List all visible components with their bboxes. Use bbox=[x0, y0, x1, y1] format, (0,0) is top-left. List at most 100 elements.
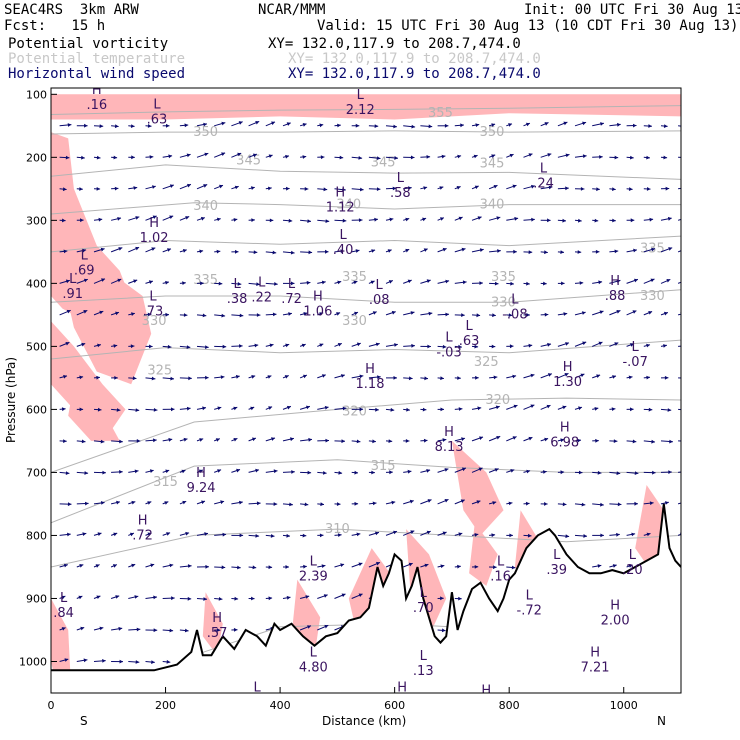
wind-vector-236 bbox=[282, 437, 295, 442]
wind-vector-30 bbox=[76, 501, 89, 506]
wind-vector-235 bbox=[282, 405, 292, 410]
wind-vector-435 bbox=[506, 184, 517, 190]
wind-head bbox=[442, 438, 447, 442]
wind-vector-267 bbox=[317, 374, 326, 379]
wind-head bbox=[63, 563, 68, 568]
wind-vector-82 bbox=[128, 439, 141, 443]
wind-vector-371 bbox=[437, 154, 446, 159]
wind-head bbox=[475, 123, 480, 127]
y-tick-label-800: 800 bbox=[26, 529, 47, 542]
wind-head bbox=[119, 659, 123, 664]
wind-vector-367 bbox=[420, 499, 432, 505]
wind-head bbox=[112, 564, 117, 568]
wind-vector-391 bbox=[454, 247, 466, 253]
hl-label-23: H8.13 bbox=[435, 425, 464, 455]
wind-head bbox=[268, 154, 273, 158]
wind-vector-35 bbox=[76, 658, 88, 663]
hl-value: .38 bbox=[227, 292, 248, 307]
wind-head bbox=[491, 154, 496, 158]
wind-shaft bbox=[677, 281, 681, 284]
wind-vector-394 bbox=[454, 344, 462, 349]
wind-vector-117 bbox=[162, 407, 175, 412]
wind-head bbox=[614, 342, 619, 346]
hl-kind: H bbox=[196, 718, 206, 733]
hl-kind: H bbox=[313, 290, 323, 305]
wind-vector-186 bbox=[231, 437, 238, 442]
wind-head bbox=[238, 121, 243, 125]
wind-vector-51 bbox=[93, 595, 101, 599]
wind-vector-198 bbox=[248, 282, 260, 286]
wind-head bbox=[340, 249, 345, 254]
wind-head bbox=[102, 470, 106, 475]
wind-vector-307 bbox=[351, 562, 363, 568]
isentrope-label-345-2: 345 bbox=[480, 157, 505, 172]
wind-head bbox=[222, 532, 227, 537]
wind-vector-197 bbox=[248, 250, 258, 255]
wind-head bbox=[186, 153, 191, 158]
wind-vector-252 bbox=[300, 437, 313, 442]
wind-head bbox=[83, 658, 88, 663]
hl-value: -.03 bbox=[436, 346, 461, 361]
wind-vector-519 bbox=[609, 155, 619, 160]
wind-head bbox=[616, 471, 621, 476]
wind-head bbox=[169, 563, 174, 568]
wind-head bbox=[355, 249, 360, 253]
x-tick-label-800: 800 bbox=[499, 699, 520, 712]
wind-head bbox=[135, 408, 140, 412]
wind-vector-227 bbox=[282, 154, 290, 159]
wind-head bbox=[184, 628, 189, 633]
wind-head bbox=[530, 404, 535, 408]
wind-head bbox=[233, 406, 238, 411]
wind-head bbox=[392, 186, 397, 191]
wind-vector-331 bbox=[385, 310, 396, 316]
wind-vector-352 bbox=[403, 499, 414, 505]
wind-head bbox=[441, 628, 446, 633]
wind-vector-107 bbox=[145, 660, 155, 664]
wind-head bbox=[530, 373, 535, 378]
wind-head bbox=[631, 532, 636, 537]
wind-vector-223 bbox=[265, 565, 273, 570]
wind-head bbox=[388, 439, 393, 443]
wind-head bbox=[320, 502, 324, 507]
wind-vector-167 bbox=[214, 375, 225, 379]
wind-vector-379 bbox=[437, 407, 444, 412]
hl-label-13: L.72 bbox=[281, 277, 302, 307]
wind-vector-401 bbox=[454, 564, 461, 569]
wind-head bbox=[170, 376, 174, 381]
wind-vector-464 bbox=[540, 185, 553, 190]
x-tick-label-600: 600 bbox=[384, 699, 405, 712]
wind-head bbox=[393, 124, 397, 129]
isentrope-label-350-0: 350 bbox=[193, 125, 218, 140]
wind-head bbox=[233, 627, 238, 632]
forecast-hour: Fcst: 15 h bbox=[4, 18, 106, 34]
wind-head bbox=[424, 376, 428, 381]
hl-label-9: L.91 bbox=[62, 272, 83, 302]
wind-vector-546 bbox=[626, 532, 636, 537]
wind-vector-381 bbox=[437, 468, 449, 473]
isentrope-label-325-1: 325 bbox=[474, 355, 499, 370]
wind-vector-355 bbox=[420, 124, 433, 129]
hl-label-40: H1.53 bbox=[397, 680, 407, 693]
wind-vector-473 bbox=[540, 470, 547, 474]
wind-head bbox=[147, 501, 152, 505]
wind-vector-268 bbox=[317, 405, 329, 410]
wind-head bbox=[218, 281, 223, 286]
wind-head bbox=[221, 565, 226, 570]
wind-head bbox=[617, 502, 622, 507]
wind-vector-layer bbox=[59, 120, 690, 664]
wind-head bbox=[286, 533, 290, 538]
hl-kind: H bbox=[242, 709, 252, 724]
wind-vector-92 bbox=[145, 185, 156, 190]
wind-head bbox=[595, 438, 599, 443]
wind-head bbox=[493, 565, 497, 570]
y-tick-label-100: 100 bbox=[26, 88, 47, 101]
wind-head bbox=[461, 313, 465, 317]
wind-head bbox=[497, 249, 501, 253]
wind-head bbox=[686, 408, 690, 412]
wind-vector-188 bbox=[231, 500, 243, 505]
wind-head bbox=[663, 124, 668, 128]
wind-head bbox=[374, 124, 379, 128]
wind-head bbox=[634, 471, 639, 475]
wind-vector-241 bbox=[282, 595, 291, 600]
wind-vector-44 bbox=[93, 375, 100, 380]
